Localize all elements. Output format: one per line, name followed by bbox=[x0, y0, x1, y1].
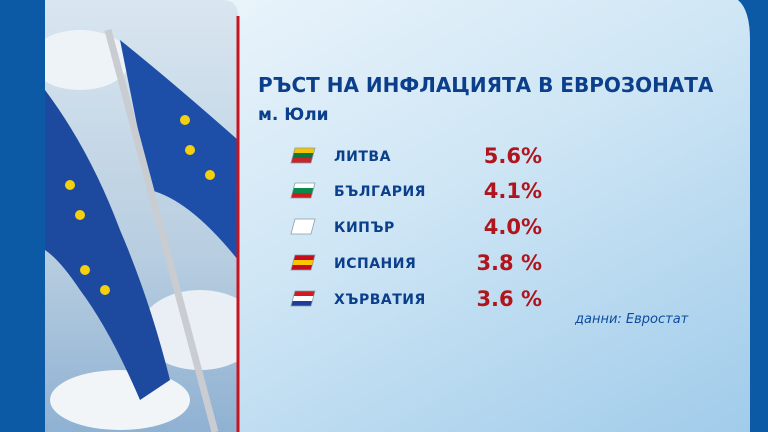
flag-stripe bbox=[290, 229, 313, 234]
value: 3.6 % bbox=[476, 287, 542, 311]
left-bar bbox=[0, 0, 48, 432]
flag-stripe bbox=[292, 188, 314, 193]
country: КИПЪР bbox=[334, 220, 395, 236]
flag-stripe bbox=[293, 291, 315, 296]
flag-stripe bbox=[293, 255, 315, 260]
value: 3.8 % bbox=[476, 251, 542, 275]
right-bar bbox=[738, 0, 768, 432]
value: 4.1% bbox=[484, 179, 542, 203]
country: БЪЛГАРИЯ bbox=[334, 184, 426, 200]
country: ЛИТВА bbox=[334, 149, 391, 165]
flag-stripe bbox=[292, 260, 314, 265]
flag-stripe bbox=[290, 301, 313, 306]
flag-stripe bbox=[293, 148, 315, 153]
flag-stripe bbox=[292, 296, 314, 301]
flag-icon bbox=[290, 218, 316, 235]
value: 5.6% bbox=[484, 144, 542, 168]
flag-stripe bbox=[293, 219, 315, 224]
subtitle: м. Юли bbox=[258, 105, 329, 125]
flag-stripe bbox=[293, 183, 315, 188]
flag-frame bbox=[290, 182, 316, 199]
flag-stripe bbox=[290, 193, 313, 198]
flag-icon bbox=[290, 182, 316, 199]
title: РЪСТ НА ИНФЛАЦИЯТА В ЕВРОЗОНАТА bbox=[258, 73, 714, 97]
flag-frame bbox=[290, 254, 316, 271]
country: ХЪРВАТИЯ bbox=[334, 292, 426, 308]
country: ИСПАНИЯ bbox=[334, 256, 416, 272]
flag-stripe bbox=[290, 265, 313, 270]
flag-frame bbox=[290, 147, 316, 164]
value: 4.0% bbox=[484, 215, 542, 239]
flag-icon bbox=[290, 290, 316, 307]
flag-icon bbox=[290, 147, 316, 164]
flag-photo bbox=[45, 0, 238, 432]
flag-frame bbox=[290, 218, 316, 235]
flag-icon bbox=[290, 254, 316, 271]
flag-stripe bbox=[292, 224, 314, 229]
flag-stripe bbox=[290, 158, 313, 163]
flag-stripe bbox=[292, 153, 314, 158]
source: данни: Евростат bbox=[574, 312, 689, 327]
flag-frame bbox=[290, 290, 316, 307]
